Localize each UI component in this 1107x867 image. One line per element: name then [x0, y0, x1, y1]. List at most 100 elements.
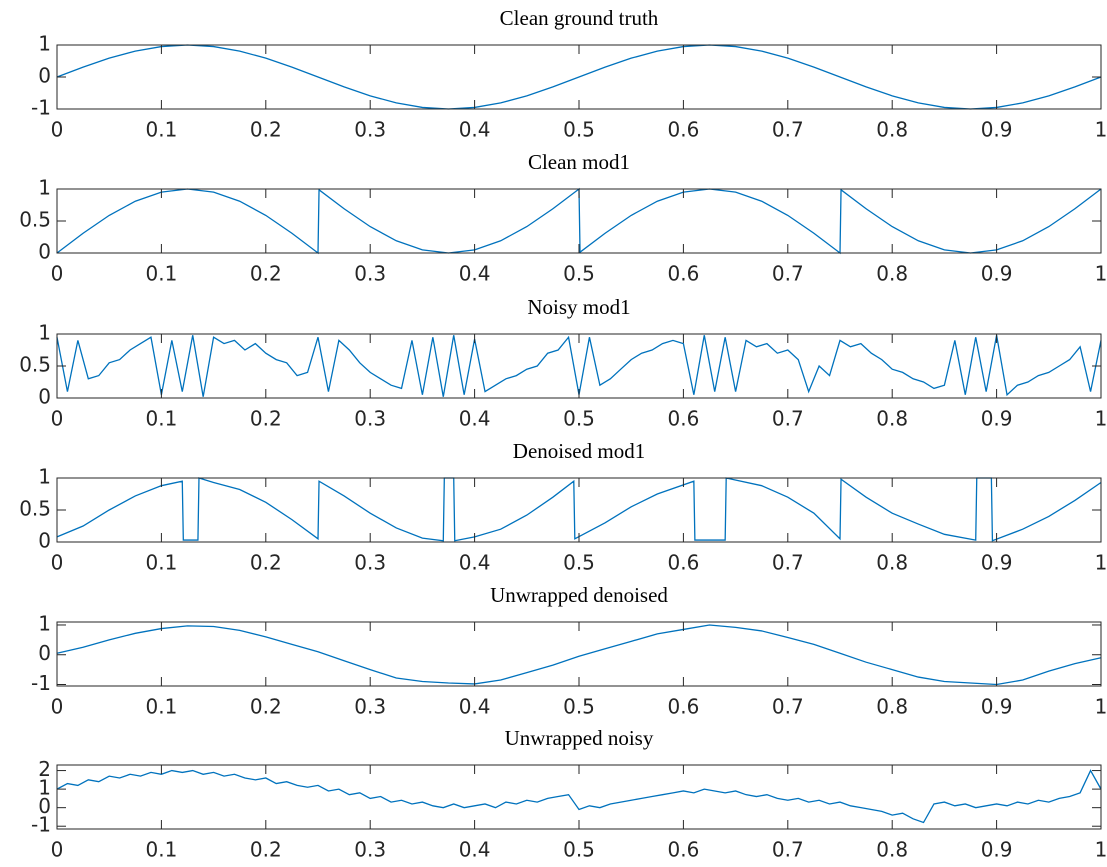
subplot-title: Denoised mod1	[513, 439, 645, 463]
y-tick-label: 2	[38, 757, 51, 781]
x-tick-label: 0.2	[250, 262, 282, 286]
x-tick-label: 0.2	[250, 551, 282, 575]
y-tick-label: 0	[38, 240, 51, 264]
x-tick-label: 0.9	[981, 407, 1013, 431]
y-tick-label: 0	[38, 794, 51, 818]
x-tick-label: 0.9	[981, 262, 1013, 286]
x-tick-label: 0.8	[876, 551, 908, 575]
y-tick-label: 1	[38, 776, 51, 800]
subplot-title: Clean mod1	[528, 150, 630, 174]
x-tick-label: 0.9	[981, 118, 1013, 142]
x-tick-label: 0.8	[876, 118, 908, 142]
x-tick-label: 0.6	[667, 407, 699, 431]
x-tick-label: 0.4	[459, 551, 491, 575]
x-tick-label: 0.5	[563, 407, 595, 431]
y-tick-label: -1	[31, 813, 51, 837]
x-tick-label: 0.3	[354, 551, 386, 575]
x-tick-label: 0.6	[667, 118, 699, 142]
x-tick-label: 0.7	[772, 262, 804, 286]
axes-box	[56, 621, 1102, 687]
y-tick-label: 1	[38, 465, 51, 489]
x-tick-label: 0	[51, 118, 64, 142]
axes-box	[56, 477, 1102, 543]
x-tick-label: 1	[1095, 551, 1107, 575]
x-tick-label: 0.8	[876, 838, 908, 862]
x-tick-label: 0.1	[145, 551, 177, 575]
x-tick-label: 1	[1095, 118, 1107, 142]
data-line	[56, 335, 1102, 397]
x-tick-label: 0.7	[772, 118, 804, 142]
x-tick-label: 1	[1095, 695, 1107, 719]
x-tick-label: 0.3	[354, 695, 386, 719]
x-tick-label: 0.3	[354, 262, 386, 286]
x-tick-label: 0.2	[250, 838, 282, 862]
axes-box	[56, 764, 1102, 830]
data-line	[56, 769, 1102, 824]
x-tick-label: 0.8	[876, 407, 908, 431]
x-tick-label: 0.4	[459, 262, 491, 286]
subplot-title: Noisy mod1	[527, 295, 630, 319]
x-tick-label: 0.5	[563, 262, 595, 286]
x-tick-label: 0.4	[459, 695, 491, 719]
subplot-title: Unwrapped denoised	[490, 583, 668, 607]
x-tick-label: 0.4	[459, 838, 491, 862]
y-tick-label: 1	[38, 321, 51, 345]
x-tick-label: 0.4	[459, 118, 491, 142]
x-tick-label: 0.7	[772, 695, 804, 719]
x-tick-label: 0.1	[145, 695, 177, 719]
y-tick-label: 0.5	[19, 497, 51, 521]
x-tick-label: 0.9	[981, 695, 1013, 719]
y-tick-label: 0	[38, 529, 51, 553]
x-tick-label: 0.6	[667, 695, 699, 719]
y-tick-label: 1	[38, 176, 51, 200]
x-tick-label: 0	[51, 407, 64, 431]
x-tick-label: 0.5	[563, 838, 595, 862]
data-line	[56, 477, 1102, 542]
x-tick-label: 0.5	[563, 118, 595, 142]
x-tick-label: 0.3	[354, 838, 386, 862]
x-tick-label: 0.6	[667, 551, 699, 575]
x-tick-label: 0.2	[250, 407, 282, 431]
axes-box	[56, 333, 1102, 399]
x-tick-label: 0.3	[354, 118, 386, 142]
x-tick-label: 0.6	[667, 838, 699, 862]
data-line	[56, 624, 1102, 686]
x-tick-label: 1	[1095, 838, 1107, 862]
y-tick-label: 1	[38, 611, 51, 635]
y-tick-label: -1	[31, 671, 51, 695]
y-tick-label: 0	[38, 64, 51, 88]
data-line	[56, 187, 1102, 255]
x-tick-label: 0	[51, 551, 64, 575]
x-tick-label: 0.9	[981, 551, 1013, 575]
x-tick-label: 0	[51, 262, 64, 286]
x-tick-label: 1	[1095, 262, 1107, 286]
x-tick-label: 0.8	[876, 262, 908, 286]
x-tick-label: 0.7	[772, 551, 804, 575]
y-tick-label: 0.5	[19, 353, 51, 377]
x-tick-label: 0.2	[250, 695, 282, 719]
data-line	[56, 44, 1102, 110]
x-tick-label: 0.1	[145, 838, 177, 862]
x-tick-label: 0.4	[459, 407, 491, 431]
x-tick-label: 0.6	[667, 262, 699, 286]
x-tick-label: 1	[1095, 407, 1107, 431]
y-tick-label: 0	[38, 385, 51, 409]
x-tick-label: 0.1	[145, 118, 177, 142]
x-tick-label: 0.5	[563, 695, 595, 719]
x-tick-label: 0	[51, 695, 64, 719]
x-tick-label: 0.1	[145, 262, 177, 286]
x-tick-label: 0.8	[876, 695, 908, 719]
subplot-title: Unwrapped noisy	[505, 726, 654, 750]
x-tick-label: 0.7	[772, 838, 804, 862]
x-tick-label: 0.2	[250, 118, 282, 142]
x-tick-label: 0.1	[145, 407, 177, 431]
x-tick-label: 0.5	[563, 551, 595, 575]
y-tick-label: 0	[38, 641, 51, 665]
x-tick-label: 0.7	[772, 407, 804, 431]
y-tick-label: 0.5	[19, 208, 51, 232]
y-tick-label: 1	[38, 32, 51, 56]
x-tick-label: 0	[51, 838, 64, 862]
subplot-title: Clean ground truth	[500, 6, 659, 30]
x-tick-label: 0.3	[354, 407, 386, 431]
